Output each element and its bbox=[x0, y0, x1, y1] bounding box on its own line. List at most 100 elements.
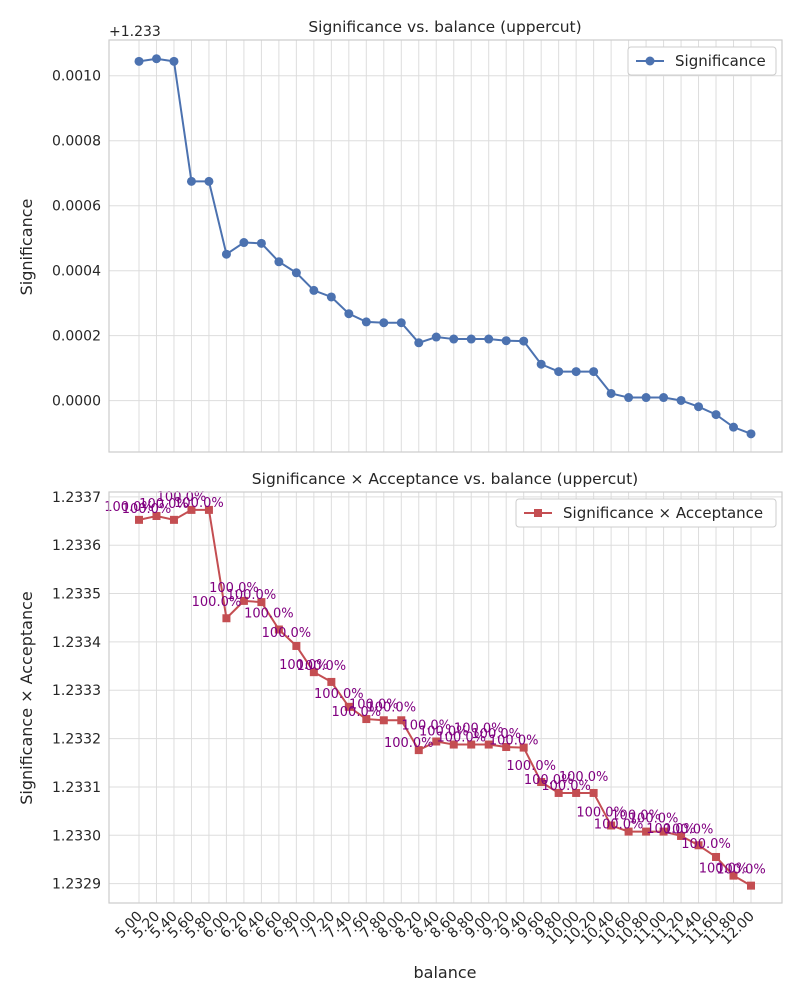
bottom-ytick-label: 1.2335 bbox=[52, 587, 101, 603]
data-label: 100.0% bbox=[279, 658, 329, 673]
bottom-data-point bbox=[449, 740, 458, 749]
bottom-data-point bbox=[729, 871, 738, 880]
data-label: 100.0% bbox=[104, 500, 154, 515]
data-label: 100.0% bbox=[332, 705, 382, 720]
bottom-data-point bbox=[397, 716, 406, 725]
top-chart-ylabel: Significance bbox=[17, 199, 36, 296]
data-label: 100.0% bbox=[716, 863, 766, 878]
top-data-point bbox=[326, 292, 336, 302]
top-data-point bbox=[711, 410, 721, 420]
data-label: 100.0% bbox=[349, 697, 399, 712]
top-legend-label: Significance bbox=[675, 52, 766, 70]
bottom-data-point bbox=[659, 827, 668, 836]
bottom-data-point bbox=[274, 625, 283, 634]
top-legend-marker bbox=[645, 56, 655, 66]
top-data-point bbox=[256, 238, 266, 248]
bottom-ytick-label: 1.2330 bbox=[52, 828, 101, 844]
bottom-data-point bbox=[554, 788, 563, 797]
top-ytick-label: 0.0010 bbox=[52, 69, 101, 85]
top-data-point bbox=[431, 332, 441, 342]
top-data-point bbox=[606, 388, 616, 398]
bottom-legend-label: Significance × Acceptance bbox=[563, 504, 763, 522]
data-label: 100.0% bbox=[244, 607, 294, 622]
top-data-point bbox=[694, 402, 704, 412]
data-label: 100.0% bbox=[681, 837, 731, 852]
top-data-point bbox=[344, 309, 354, 319]
bottom-data-point bbox=[379, 716, 388, 725]
bottom-data-point bbox=[204, 505, 213, 514]
bottom-data-point bbox=[309, 668, 318, 677]
bottom-data-point bbox=[187, 505, 196, 514]
data-label: 100.0% bbox=[297, 659, 347, 674]
top-data-point bbox=[624, 393, 634, 403]
bottom-data-point bbox=[484, 740, 493, 749]
data-label: 100.0% bbox=[699, 862, 749, 877]
bottom-data-point bbox=[502, 743, 511, 752]
bottom-data-point bbox=[432, 737, 441, 746]
bottom-data-point bbox=[292, 641, 301, 650]
data-label: 100.0% bbox=[454, 722, 504, 737]
top-data-point bbox=[676, 395, 686, 405]
bottom-data-point bbox=[747, 881, 755, 890]
bottom-data-point bbox=[607, 821, 616, 830]
bottom-chart-ylabel: Significance × Acceptance bbox=[17, 591, 36, 805]
bottom-data-point bbox=[624, 827, 633, 836]
top-data-point bbox=[396, 318, 406, 328]
top-data-point bbox=[134, 56, 144, 66]
data-label: 100.0% bbox=[227, 588, 277, 603]
top-data-point bbox=[221, 249, 231, 259]
top-data-point bbox=[571, 367, 581, 377]
top-data-point bbox=[589, 367, 599, 377]
top-series-line bbox=[138, 57, 752, 435]
bottom-data-point bbox=[169, 515, 178, 524]
top-data-point bbox=[554, 367, 564, 377]
bottom-data-point bbox=[222, 614, 231, 623]
top-chart-title: Significance vs. balance (uppercut) bbox=[308, 18, 581, 36]
data-label: 100.0% bbox=[594, 818, 644, 833]
data-label: 100.0% bbox=[629, 812, 679, 827]
top-data-point bbox=[484, 334, 494, 344]
data-label: 100.0% bbox=[436, 731, 486, 746]
top-chart: Significance vs. balance (uppercut) +1.2… bbox=[17, 18, 783, 453]
bottom-data-point bbox=[327, 677, 336, 686]
top-data-point bbox=[641, 393, 651, 403]
data-label: 100.0% bbox=[384, 736, 434, 751]
data-label: 100.0% bbox=[314, 687, 364, 702]
top-data-point bbox=[291, 268, 301, 278]
data-label: 100.0% bbox=[576, 805, 626, 820]
bottom-data-point bbox=[712, 852, 721, 861]
top-data-point bbox=[449, 334, 459, 344]
bottom-ytick-label: 1.2337 bbox=[52, 490, 101, 506]
bottom-data-point bbox=[239, 596, 248, 605]
bottom-data-point bbox=[135, 515, 143, 524]
bottom-data-point bbox=[537, 778, 546, 787]
top-chart-frame bbox=[108, 39, 783, 453]
top-ytick-label: 0.0000 bbox=[52, 394, 101, 410]
top-data-point bbox=[309, 285, 319, 295]
bottom-data-point bbox=[414, 746, 423, 755]
top-data-point bbox=[379, 318, 389, 328]
bottom-data-point bbox=[677, 831, 686, 840]
data-label: 100.0% bbox=[506, 759, 556, 774]
data-label: 100.0% bbox=[139, 497, 189, 512]
data-label: 100.0% bbox=[541, 779, 591, 794]
top-data-point bbox=[239, 238, 249, 248]
bottom-chart-legend: Significance × Acceptance bbox=[515, 498, 777, 528]
top-data-point bbox=[746, 429, 756, 439]
top-data-point bbox=[414, 338, 424, 348]
top-ytick-label: 0.0002 bbox=[52, 329, 101, 345]
bottom-data-point bbox=[257, 598, 266, 607]
top-data-point bbox=[729, 422, 739, 432]
top-data-point bbox=[501, 336, 511, 346]
bottom-ytick-label: 1.2332 bbox=[52, 732, 101, 748]
bottom-chart: Significance × Acceptance vs. balance (u… bbox=[17, 470, 783, 982]
data-label: 100.0% bbox=[611, 809, 661, 824]
data-label: 100.0% bbox=[419, 725, 469, 740]
data-label: 100.0% bbox=[489, 734, 539, 749]
top-data-point bbox=[361, 317, 371, 327]
bottom-legend-marker bbox=[534, 509, 542, 517]
top-data-point bbox=[186, 176, 196, 186]
data-label: 100.0% bbox=[157, 490, 207, 505]
bottom-ytick-label: 1.2331 bbox=[52, 780, 101, 796]
bottom-data-point bbox=[344, 702, 353, 711]
